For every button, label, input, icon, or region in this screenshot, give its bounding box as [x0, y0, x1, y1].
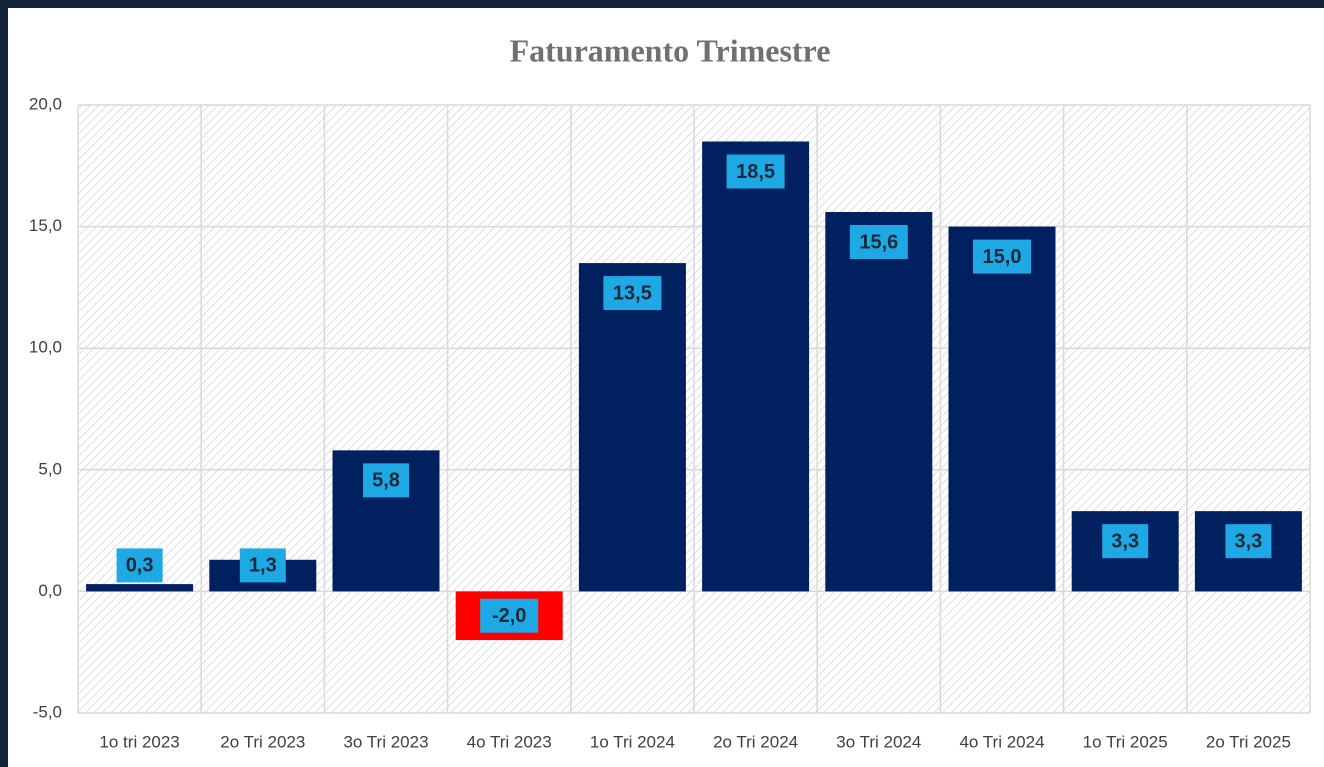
x-tick-label: 4o Tri 2023 — [467, 732, 552, 751]
value-label-box — [1225, 524, 1272, 559]
value-label: -2,0 — [492, 605, 526, 627]
x-tick-label: 1o tri 2023 — [99, 732, 179, 751]
y-tick-label: 10,0 — [29, 338, 62, 357]
value-label-box — [849, 225, 908, 260]
chart-title: Faturamento Trimestre — [510, 32, 831, 68]
y-tick-label: 0,0 — [38, 581, 62, 600]
x-tick-label: 2o Tri 2023 — [220, 732, 305, 751]
value-label: 13,5 — [613, 282, 652, 304]
value-label-box — [480, 598, 539, 633]
x-tick-label: 1o Tri 2025 — [1083, 732, 1168, 751]
value-label: 18,5 — [736, 161, 775, 183]
value-label: 15,0 — [983, 246, 1022, 268]
y-tick-label: 20,0 — [29, 94, 62, 113]
bar — [948, 226, 1056, 592]
value-label: 3,3 — [1234, 530, 1262, 552]
x-tick-label: 3o Tri 2023 — [343, 732, 428, 751]
value-label-box — [726, 154, 785, 189]
x-tick-label: 1o Tri 2024 — [590, 732, 675, 751]
value-label: 3,3 — [1111, 530, 1139, 552]
bar — [578, 263, 686, 592]
value-label-box — [363, 463, 409, 498]
y-tick-label: 5,0 — [38, 459, 62, 478]
x-tick-label: 3o Tri 2024 — [836, 732, 921, 751]
value-label-box — [1102, 524, 1149, 559]
value-label: 15,6 — [859, 231, 898, 253]
value-label-box — [603, 276, 662, 311]
x-tick-label: 2o Tri 2025 — [1206, 732, 1291, 751]
value-label-box — [239, 548, 286, 583]
value-label-box — [116, 548, 163, 583]
value-label: 1,3 — [249, 555, 277, 577]
value-label: 5,8 — [372, 470, 400, 492]
bar — [702, 141, 810, 592]
value-label: 0,3 — [126, 555, 154, 577]
y-tick-label: -5,0 — [33, 702, 62, 721]
bar — [86, 584, 194, 592]
value-label-box — [973, 239, 1031, 274]
x-tick-label: 4o Tri 2024 — [959, 732, 1044, 751]
x-tick-label: 2o Tri 2024 — [713, 732, 798, 751]
y-tick-label: 15,0 — [29, 216, 62, 235]
bar — [825, 212, 933, 592]
